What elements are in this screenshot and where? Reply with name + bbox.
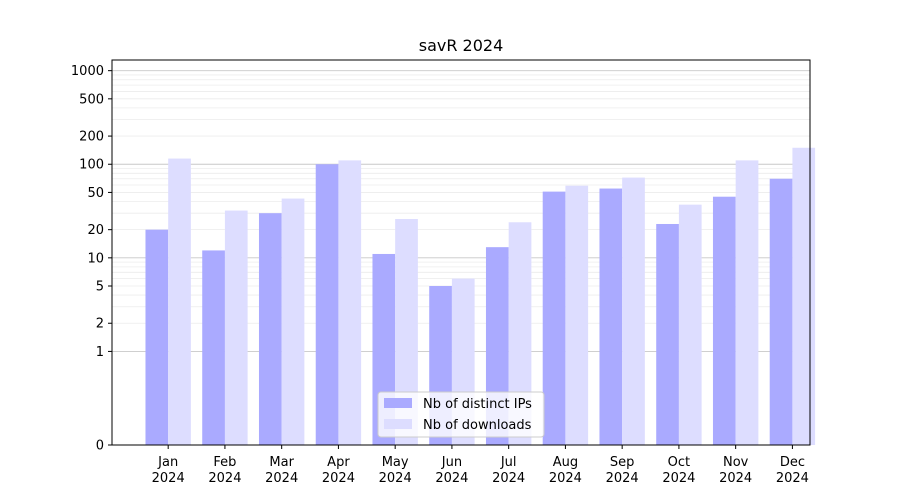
bar-distinct-ips bbox=[258, 213, 282, 445]
x-tick-label: Jun 2024 bbox=[435, 455, 468, 486]
bar-distinct-ips bbox=[712, 196, 736, 445]
bar-distinct-ips bbox=[599, 188, 623, 445]
legend-swatch bbox=[384, 398, 412, 408]
x-tick-label: Oct 2024 bbox=[662, 455, 695, 486]
x-tick-label: Aug 2024 bbox=[549, 455, 582, 486]
x-tick-label: Dec 2024 bbox=[776, 455, 809, 486]
bar-distinct-ips bbox=[145, 229, 169, 445]
legend-box bbox=[377, 391, 545, 438]
y-tick-label: 10 bbox=[87, 251, 104, 266]
y-tick-label: 1 bbox=[96, 345, 104, 360]
x-tick-label: Mar 2024 bbox=[265, 455, 298, 486]
legend-label: Nb of distinct IPs bbox=[423, 397, 532, 412]
bar-distinct-ips bbox=[769, 178, 793, 446]
legend-swatch bbox=[384, 419, 412, 429]
x-tick-label: Feb 2024 bbox=[208, 455, 241, 486]
bar-distinct-ips bbox=[656, 223, 679, 445]
x-tick-label: Sep 2024 bbox=[606, 455, 639, 486]
y-tick-label: 20 bbox=[87, 223, 104, 238]
bar-downloads bbox=[338, 160, 362, 445]
bar-distinct-ips bbox=[542, 191, 566, 445]
y-tick-label: 100 bbox=[79, 158, 104, 173]
y-tick-label: 0 bbox=[96, 439, 104, 454]
x-tick-label: Apr 2024 bbox=[322, 455, 355, 486]
bar-downloads bbox=[395, 218, 418, 445]
x-tick-label: Nov 2024 bbox=[719, 455, 752, 486]
y-tick-label: 50 bbox=[87, 186, 104, 201]
bar-distinct-ips bbox=[202, 250, 225, 445]
legend-label: Nb of downloads bbox=[423, 418, 532, 433]
bar-downloads bbox=[224, 210, 248, 445]
x-axis: Jan 2024 Feb 2024 Mar 2024 Apr 2024 May 2024 Jun 20… bbox=[152, 445, 809, 486]
y-tick-label: 1000 bbox=[71, 64, 104, 79]
x-tick-label: May 2024 bbox=[379, 455, 412, 486]
bar-downloads bbox=[508, 222, 532, 445]
y-tick-label: 2 bbox=[96, 317, 104, 332]
bar-downloads bbox=[678, 204, 702, 445]
bar-downloads bbox=[735, 160, 759, 445]
bar-distinct-ips bbox=[315, 164, 339, 445]
bar-downloads bbox=[565, 185, 589, 446]
bar-downloads bbox=[168, 158, 191, 445]
bar-downloads bbox=[622, 177, 645, 446]
legend: Nb of distinct IPs Nb of downloads bbox=[377, 391, 545, 438]
x-tick-label: Jan 2024 bbox=[152, 455, 185, 486]
bar-downloads bbox=[792, 147, 816, 445]
y-axis: 0 1 2 5 10 20 50 100 200 500 1000 bbox=[71, 64, 112, 454]
x-tick-label: Jul 2024 bbox=[492, 455, 525, 486]
y-tick-label: 500 bbox=[79, 92, 104, 107]
bar-downloads bbox=[281, 198, 305, 445]
y-tick-label: 5 bbox=[96, 280, 104, 295]
chart-title: savR 2024 bbox=[419, 36, 504, 55]
y-tick-label: 200 bbox=[79, 130, 104, 145]
plot-frame bbox=[111, 59, 811, 446]
